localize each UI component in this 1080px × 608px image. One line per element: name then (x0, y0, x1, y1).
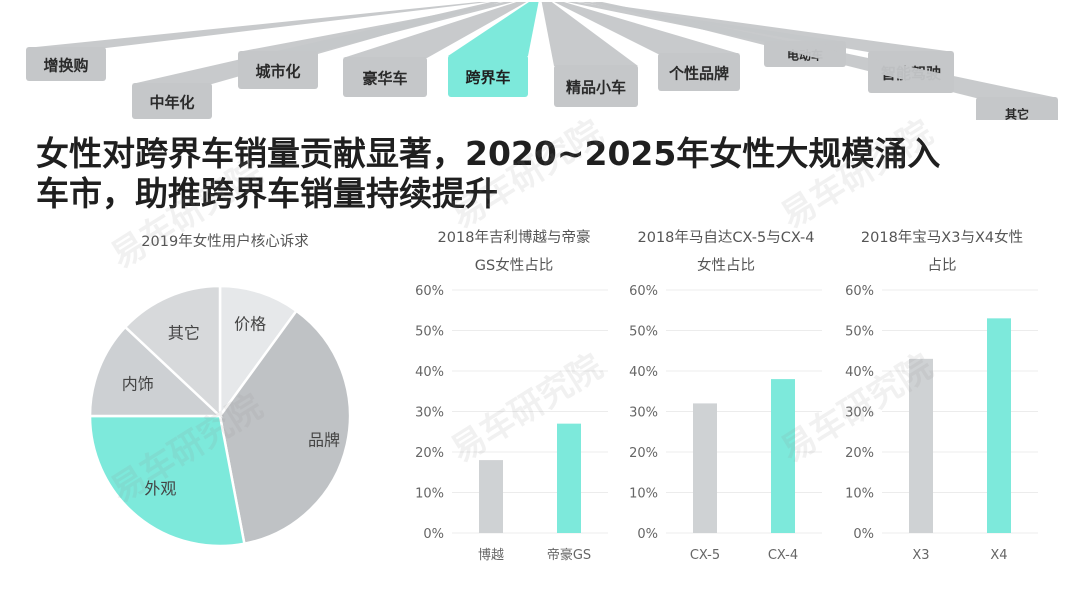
bar-chart-2-title: 2018年马自达CX-5与CX-4女性占比 (637, 230, 815, 274)
banner-tab-2: 城市化 (238, 2, 514, 89)
bar-X4 (987, 318, 1011, 533)
pie-label-1: 品牌 (308, 430, 340, 449)
banner-tab-label: 城市化 (255, 63, 300, 81)
pie-label-3: 内饰 (122, 374, 154, 393)
y-tick-label: 50% (415, 325, 444, 340)
pie-label-0: 价格 (234, 314, 266, 333)
headline-line1: 女性对跨界车销量贡献显著，2020~2025年女性大规模涌入 (36, 134, 941, 173)
bar-chart-mazda: 0% 10% 20% 30% 40% 50% 60% CX-5 CX-4 (629, 284, 822, 563)
y-tick-label: 10% (845, 487, 874, 502)
pie-label-4: 其它 (168, 323, 200, 342)
bar-CX-4 (771, 379, 795, 533)
bar-博越 (479, 460, 503, 533)
y-tick-label: 10% (415, 487, 444, 502)
banner-tab-6: 个性品牌 (554, 2, 740, 91)
pie-slice-3 (88, 325, 224, 418)
y-tick-label: 20% (629, 446, 658, 461)
y-tick-label: 30% (629, 406, 658, 421)
y-tick-label: 60% (845, 284, 874, 299)
banner-tab-9: 其它 (592, 2, 1058, 120)
y-tick-label: 40% (629, 365, 658, 380)
y-tick-label: 0% (423, 527, 444, 542)
bar-chart-3-title: 2018年宝马X3与X4女性占比 (860, 230, 1024, 274)
pie-label-2: 外观 (144, 479, 176, 498)
x-tick-label: 博越 (478, 548, 504, 563)
pie-slice-0 (218, 284, 299, 420)
pie-chart-title: 2019年女性用户核心诉求 (141, 234, 309, 250)
bar-X3 (909, 358, 933, 533)
banner-tab-label: 个性品牌 (668, 65, 729, 83)
banner-tab-label: 其它 (1005, 107, 1029, 120)
bar-CX-5 (693, 403, 717, 533)
bar-帝豪GS (557, 423, 581, 533)
banner-tab-label: 中年化 (149, 94, 194, 112)
y-tick-label: 40% (845, 365, 874, 380)
banner-tab-3: 豪华车 (343, 2, 527, 97)
y-tick-label: 20% (845, 446, 874, 461)
pie-slice-2 (88, 414, 246, 548)
bar-chart-1-title: 2018年吉利博越与帝豪GS女性占比 (437, 230, 591, 274)
y-tick-label: 60% (415, 284, 444, 299)
x-tick-label: X4 (990, 548, 1007, 563)
banner-tab-5: 精品小车 (541, 2, 638, 107)
bar-chart-geely: 0% 10% 20% 30% 40% 50% 60% 博越 帝豪GS (415, 284, 608, 563)
x-tick-label: 帝豪GS (547, 547, 591, 563)
banner-tab-label: 跨界车 (465, 69, 510, 87)
x-tick-label: X3 (912, 548, 929, 563)
y-tick-label: 30% (415, 406, 444, 421)
y-tick-label: 0% (853, 527, 874, 542)
pie-slice-1 (218, 309, 352, 546)
headline: 女性对跨界车销量贡献显著，2020~2025年女性大规模涌入 车市，助推跨界车销… (36, 134, 1056, 214)
category-banner: 增换购中年化城市化豪华车跨界车精品小车个性品牌电动车智能驾驶其它 (26, 2, 1058, 120)
y-tick-label: 0% (637, 527, 658, 542)
bar-chart-bmw: 0% 10% 20% 30% 40% 50% 60% X3 X4 (845, 284, 1038, 563)
banner-tab-0: 增换购 (26, 2, 488, 81)
y-tick-label: 10% (629, 487, 658, 502)
y-tick-label: 40% (415, 365, 444, 380)
y-tick-label: 30% (845, 406, 874, 421)
x-tick-label: CX-4 (768, 548, 798, 563)
x-tick-label: CX-5 (690, 548, 720, 563)
banner-tab-4: 跨界车 (448, 2, 539, 97)
pie-slice-4 (123, 284, 222, 419)
y-tick-label: 50% (845, 325, 874, 340)
banner-tab-label: 增换购 (43, 57, 88, 75)
banner-tab-label: 豪华车 (362, 70, 407, 88)
y-tick-label: 20% (415, 446, 444, 461)
headline-line2: 车市，助推跨界车销量持续提升 (36, 174, 498, 213)
y-tick-label: 60% (629, 284, 658, 299)
y-tick-label: 50% (629, 325, 658, 340)
banner-tab-label: 精品小车 (566, 79, 626, 97)
